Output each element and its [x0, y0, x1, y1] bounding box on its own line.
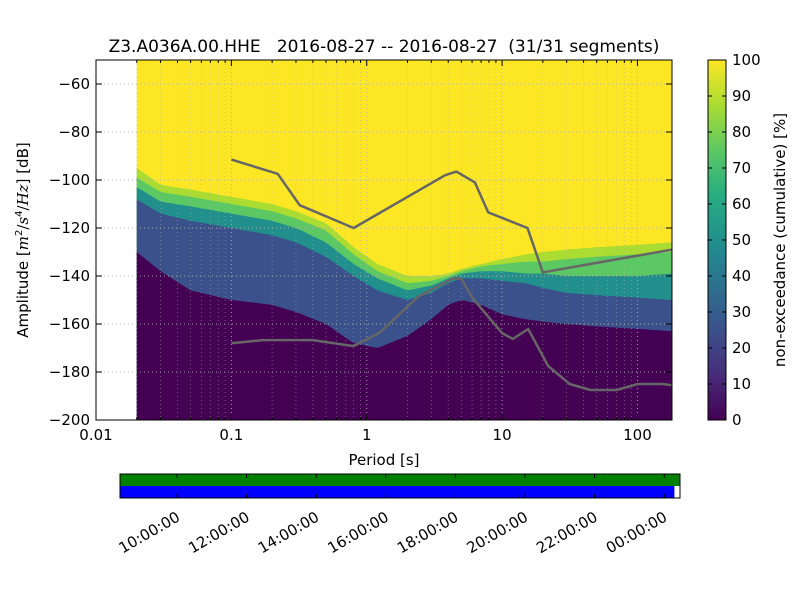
time-coverage-panel: 10:00:00 12:00:00 14:00:00 16:00:00 18:00:00… — [116, 473, 681, 557]
noise-model-nlnm — [231, 277, 672, 392]
x-axis-label: Period [s] — [348, 451, 419, 469]
colorbar-tick-label: 100 — [732, 51, 761, 69]
noise-models — [231, 158, 672, 392]
y-tick-label: −100 — [49, 171, 90, 189]
y-tick-label: −60 — [58, 75, 90, 93]
timeline-tick-label: 20:00:00 — [464, 508, 531, 557]
psd-heatmap — [136, 60, 672, 420]
x-tick-label: 10 — [493, 426, 512, 444]
y-tick-label: −200 — [49, 411, 90, 429]
grid-lines — [96, 60, 672, 420]
x-tick-label: 0.1 — [219, 426, 243, 444]
timeline-bar-PSD-segments — [120, 486, 675, 498]
timeline-tick-label: 12:00:00 — [185, 508, 252, 557]
timeline-tick-label: 16:00:00 — [324, 508, 391, 557]
timeline-tick-label: 22:00:00 — [533, 508, 600, 557]
x-tick-label: 1 — [362, 426, 372, 444]
colorbar-tick-label: 60 — [732, 195, 751, 213]
x-tick-label: 100 — [623, 426, 652, 444]
y-tick-label: −80 — [58, 123, 90, 141]
y-tick-label: −160 — [49, 315, 90, 333]
timeline-tick-label: 00:00:00 — [603, 508, 670, 557]
y-axis: −60 −80 −100 −120 −140 −160 −180 −200 — [49, 75, 672, 429]
colorbar-tick-label: 0 — [732, 411, 742, 429]
timeline-tick-label: 14:00:00 — [255, 508, 322, 557]
chart-title: Z3.A036A.00.HHE 2016-08-27 -- 2016-08-27… — [109, 37, 660, 57]
colorbar-tick-label: 40 — [732, 267, 751, 285]
timeline-bar-data-availability — [120, 474, 680, 486]
x-tick-label: 0.01 — [79, 426, 112, 444]
y-tick-label: −120 — [49, 219, 90, 237]
timeline-frame — [119, 473, 681, 499]
plot-frame — [95, 59, 673, 421]
timeline-tick-label: 10:00:00 — [116, 508, 183, 557]
colorbar-tick-label: 50 — [732, 231, 751, 249]
timeline-tick-label: 18:00:00 — [394, 508, 461, 557]
noise-model-nhnm — [231, 158, 672, 274]
colorbar-tick-label: 20 — [732, 339, 751, 357]
colorbar-label: non-exceedance (cumulative) [%] — [771, 113, 789, 367]
y-tick-label: −180 — [49, 363, 90, 381]
y-axis-label: Amplitude [m2/s4/Hz] [dB] — [14, 142, 32, 337]
colorbar-tick-label: 30 — [732, 303, 751, 321]
colorbar-tick-label: 70 — [732, 159, 751, 177]
colorbar-tick-label: 10 — [732, 375, 751, 393]
heat-band-10 — [136, 252, 672, 420]
colorbar-tick-label: 80 — [732, 123, 751, 141]
colorbar-axis: 0 10 20 30 40 50 60 70 80 90 100 — [708, 51, 761, 429]
x-axis: 0.01 0.1 1 10 100 — [79, 60, 652, 444]
y-tick-label: −140 — [49, 267, 90, 285]
colorbar-tick-label: 90 — [732, 87, 751, 105]
